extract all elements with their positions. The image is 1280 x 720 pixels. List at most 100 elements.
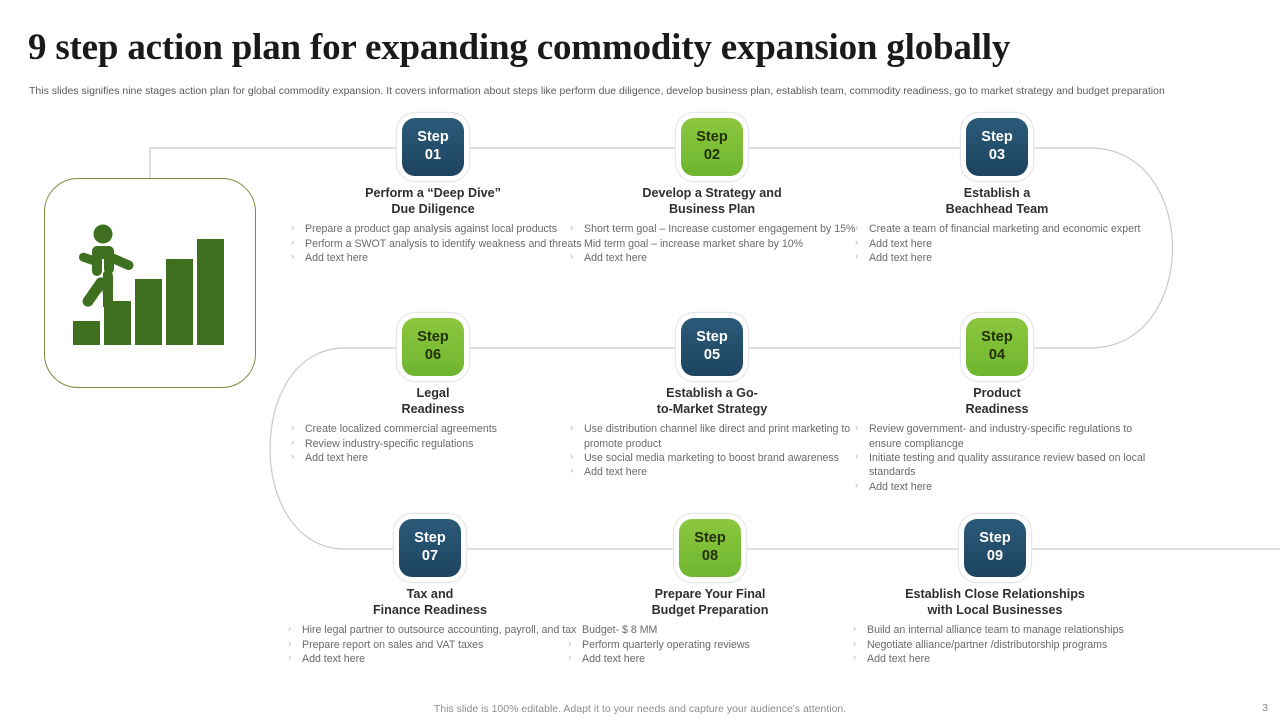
step-title-02: Develop a Strategy and Business Plan [562, 186, 862, 217]
step-title-line2: Due Diligence [391, 201, 475, 216]
list-item: › Review industry-specific regulations [283, 437, 583, 451]
step-block-05[interactable]: Step 05 Establish a Go- to-Market Strate… [562, 318, 862, 480]
list-item: › Add text here [280, 652, 580, 666]
chevron-right-icon: › [855, 422, 859, 434]
step-title-line1: Perform a “Deep Dive” [365, 186, 501, 200]
list-item: › Add text here [560, 652, 860, 666]
bullet-text: Add text here [305, 252, 369, 265]
chevron-right-icon: › [570, 451, 574, 463]
step-block-04[interactable]: Step 04 Product Readiness › Review govern… [847, 318, 1147, 494]
step-block-07[interactable]: Step 07 Tax and Finance Readiness › Hire … [280, 519, 580, 666]
step-badge-04[interactable]: Step 04 [966, 318, 1028, 376]
step-title-line2: Readiness [965, 401, 1029, 416]
list-item: › Mid term goal – increase market share b… [562, 237, 862, 251]
bullet-text: Use distribution channel like direct and… [584, 423, 851, 450]
step-block-03[interactable]: Step 03 Establish a Beachhead Team › Crea… [847, 118, 1147, 265]
step-badge-label: Step [696, 129, 728, 146]
step-badge-number: 06 [424, 347, 442, 363]
bullet-text: Review government- and industry-specific… [869, 423, 1133, 450]
chevron-right-icon: › [291, 436, 295, 448]
bullet-text: Review industry-specific regulations [305, 437, 474, 450]
step-block-02[interactable]: Step 02 Develop a Strategy and Business … [562, 118, 862, 265]
chevron-right-icon: › [853, 637, 857, 649]
bullet-text: Add text here [867, 653, 931, 666]
list-item: › Add text here [847, 480, 1147, 494]
chevron-right-icon: › [288, 652, 292, 664]
step-title-07: Tax and Finance Readiness [280, 587, 580, 618]
step-badge-number: 04 [988, 347, 1006, 363]
bullet-text: Add text here [305, 452, 369, 465]
footer-note: This slide is 100% editable. Adapt it to… [433, 703, 847, 715]
bullet-text: Hire legal partner to outsource accounti… [302, 624, 577, 637]
step-title-line2: to-Market Strategy [656, 401, 768, 416]
step-badge-number: 07 [421, 548, 439, 564]
list-item: › Add text here [562, 251, 862, 265]
bullet-text: Add text here [302, 653, 366, 666]
bullet-text: Short term goal – Increase customer enga… [584, 223, 856, 236]
step-title-01: Perform a “Deep Dive” Due Diligence [283, 186, 583, 217]
step-title-line1: Establish a Go- [666, 386, 758, 400]
step-title-line2: Readiness [401, 401, 465, 416]
step-block-09[interactable]: Step 09 Establish Close Relationships wi… [845, 519, 1145, 666]
bullet-text: Add text here [584, 466, 648, 479]
step-bullets-09: › Build an internal alliance team to mana… [845, 623, 1145, 666]
list-item: › Use social media marketing to boost bra… [562, 451, 862, 465]
step-title-line2: with Local Businesses [927, 602, 1063, 617]
chevron-right-icon: › [855, 251, 859, 263]
step-badge-number: 03 [988, 147, 1006, 163]
step-title-line2: Business Plan [668, 201, 756, 216]
step-title-line2: Beachhead Team [945, 201, 1049, 216]
step-badge-08[interactable]: Step 08 [679, 519, 741, 577]
chevron-right-icon: › [288, 637, 292, 649]
step-block-06[interactable]: Step 06 Legal Readiness › Create localize… [283, 318, 583, 465]
bullet-text: Initiate testing and quality assurance r… [869, 452, 1146, 479]
step-badge-label: Step [981, 329, 1013, 346]
list-item: › Add text here [562, 465, 862, 479]
step-title-line1: Prepare Your Final [654, 587, 766, 601]
bullet-text: Create a team of financial marketing and… [869, 223, 1141, 236]
chevron-right-icon: › [855, 236, 859, 248]
bullet-text: Perform quarterly operating reviews [582, 638, 750, 651]
step-badge-07[interactable]: Step 07 [399, 519, 461, 577]
chevron-right-icon: › [570, 222, 574, 234]
step-badge-03[interactable]: Step 03 [966, 118, 1028, 176]
chevron-right-icon: › [570, 422, 574, 434]
list-item: › Negotiate alliance/partner /distributor… [845, 638, 1145, 652]
step-title-05: Establish a Go- to-Market Strategy [562, 386, 862, 417]
step-badge-label: Step [694, 530, 726, 547]
bullet-text: Create localized commercial agreements [305, 423, 497, 436]
step-badge-number: 05 [703, 347, 721, 363]
step-badge-number: 01 [424, 147, 442, 163]
bullet-text: Budget- $ 8 MM [582, 624, 658, 637]
step-bullets-03: › Create a team of financial marketing an… [847, 222, 1147, 265]
step-badge-02[interactable]: Step 02 [681, 118, 743, 176]
list-item: › Short term goal – Increase customer eng… [562, 222, 862, 236]
step-title-line1: Develop a Strategy and [642, 186, 782, 200]
step-badge-09[interactable]: Step 09 [964, 519, 1026, 577]
list-item: › Hire legal partner to outsource account… [280, 623, 580, 637]
step-title-06: Legal Readiness [283, 386, 583, 417]
page-title: 9 step action plan for expanding commodi… [28, 27, 1011, 68]
step-title-line1: Product [973, 386, 1021, 400]
chevron-right-icon: › [568, 623, 572, 635]
chevron-right-icon: › [570, 251, 574, 263]
step-block-01[interactable]: Step 01 Perform a “Deep Dive” Due Dilige… [283, 118, 583, 265]
step-badge-06[interactable]: Step 06 [402, 318, 464, 376]
list-item: › Budget- $ 8 MM [560, 623, 860, 637]
step-title-line2: Finance Readiness [372, 602, 488, 617]
step-badge-label: Step [417, 129, 449, 146]
step-bullets-02: › Short term goal – Increase customer eng… [562, 222, 862, 265]
list-item: › Review government- and industry-specifi… [847, 422, 1147, 451]
chevron-right-icon: › [291, 451, 295, 463]
chevron-right-icon: › [291, 251, 295, 263]
chevron-right-icon: › [291, 236, 295, 248]
chevron-right-icon: › [853, 652, 857, 664]
step-badge-number: 09 [986, 548, 1004, 564]
step-block-08[interactable]: Step 08 Prepare Your Final Budget Prepar… [560, 519, 860, 666]
step-badge-01[interactable]: Step 01 [402, 118, 464, 176]
bullet-text: Add text here [869, 480, 933, 493]
step-bullets-04: › Review government- and industry-specifi… [847, 422, 1147, 493]
page-subtitle: This slides signifies nine stages action… [29, 85, 1165, 97]
step-badge-05[interactable]: Step 05 [681, 318, 743, 376]
